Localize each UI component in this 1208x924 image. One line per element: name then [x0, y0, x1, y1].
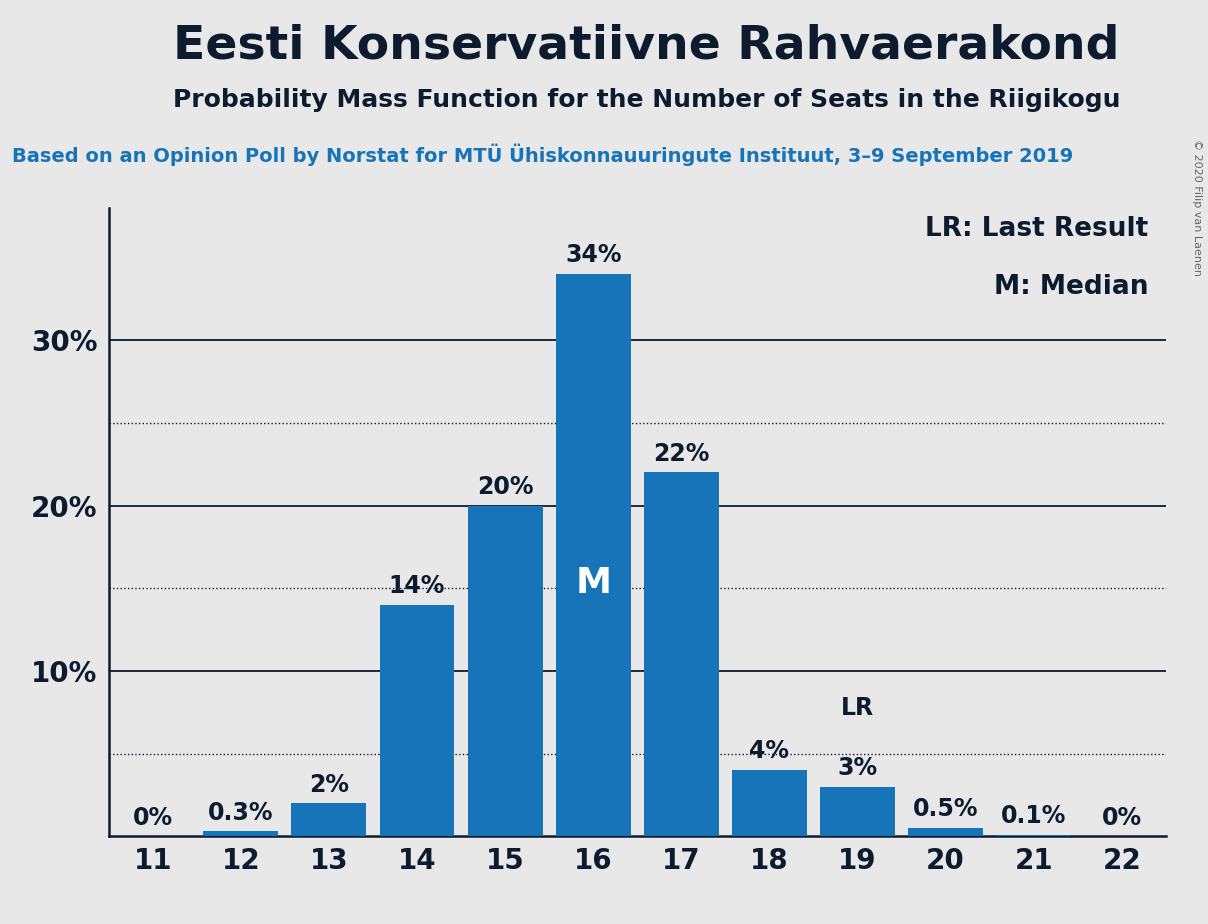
- Text: 0.5%: 0.5%: [913, 797, 978, 821]
- Text: M: Median: M: Median: [994, 274, 1148, 300]
- Text: 0.1%: 0.1%: [1001, 804, 1067, 828]
- Bar: [644, 472, 719, 836]
- Bar: [820, 786, 895, 836]
- Bar: [732, 770, 807, 836]
- Bar: [556, 274, 631, 836]
- Text: Eesti Konservatiivne Rahvaerakond: Eesti Konservatiivne Rahvaerakond: [173, 23, 1120, 68]
- Text: Probability Mass Function for the Number of Seats in the Riigikogu: Probability Mass Function for the Number…: [173, 88, 1120, 112]
- Bar: [291, 803, 366, 836]
- Bar: [997, 834, 1071, 836]
- Text: Based on an Opinion Poll by Norstat for MTÜ Ühiskonnauuringute Instituut, 3–9 Se: Based on an Opinion Poll by Norstat for …: [12, 143, 1074, 165]
- Text: 3%: 3%: [837, 756, 877, 780]
- Text: 2%: 2%: [309, 772, 349, 796]
- Text: 20%: 20%: [477, 475, 534, 499]
- Text: 14%: 14%: [389, 574, 446, 598]
- Text: 0.3%: 0.3%: [208, 800, 273, 824]
- Text: 0%: 0%: [1102, 806, 1142, 830]
- Text: © 2020 Filip van Laenen: © 2020 Filip van Laenen: [1192, 139, 1202, 275]
- Bar: [467, 505, 542, 836]
- Text: M: M: [575, 566, 611, 601]
- Bar: [379, 604, 454, 836]
- Text: 4%: 4%: [749, 739, 789, 763]
- Text: LR: LR: [841, 697, 875, 721]
- Text: LR: Last Result: LR: Last Result: [925, 216, 1148, 242]
- Text: 34%: 34%: [565, 243, 621, 267]
- Text: 22%: 22%: [654, 442, 709, 466]
- Bar: [908, 828, 983, 836]
- Text: 0%: 0%: [133, 806, 173, 830]
- Bar: [203, 832, 278, 836]
